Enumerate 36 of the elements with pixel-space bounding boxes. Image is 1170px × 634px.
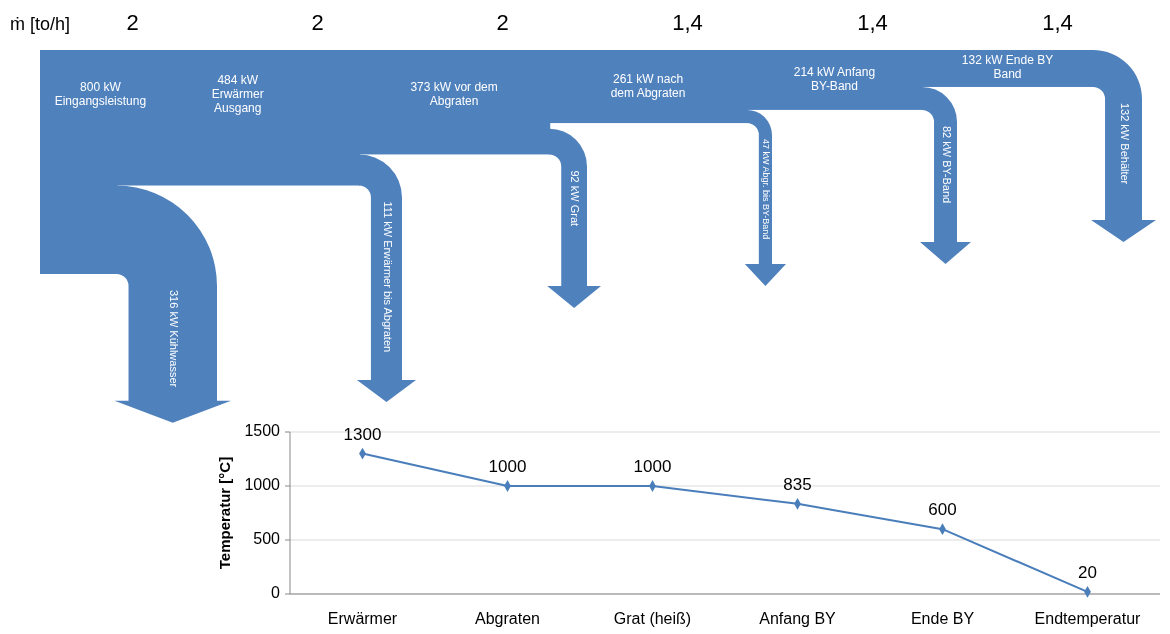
data-label: 1000 <box>633 457 672 476</box>
x-tick-label: Grat (heiß) <box>613 610 692 627</box>
data-label: 1000 <box>488 457 527 476</box>
y-tick-label: 1000 <box>244 476 281 494</box>
category-label: 2 <box>496 10 509 35</box>
y-axis-title: Temperatur [°C] <box>216 456 233 570</box>
data-label: 92 kW Grat <box>569 170 582 227</box>
x-tick-label: Abgraten <box>475 610 540 627</box>
data-label: 214 kW Anfang BY-Band <box>793 65 876 94</box>
data-label: 373 kW vor dem Abgraten <box>410 80 498 109</box>
x-tick-label: Erwärmer <box>327 610 398 627</box>
data-label: 47 kW Abgr. bis BY-Band <box>761 139 772 240</box>
category-label: 1,4 <box>857 10 888 35</box>
x-tick-label: Anfang BY <box>759 610 837 627</box>
data-label: 1300 <box>343 424 382 444</box>
category-label: 1,4 <box>672 10 703 35</box>
category-label: 1,4 <box>1042 10 1073 35</box>
data-label: 132 kW Ende BY Band <box>961 53 1054 82</box>
data-label: 132 kW Behälter <box>1118 102 1131 185</box>
category-label: 2 <box>126 10 139 35</box>
data-label: 800 kW Eingangsleistung <box>54 80 147 109</box>
data-label: 20 <box>1078 562 1097 582</box>
y-tick-label: 500 <box>253 530 281 548</box>
data-label: 484 kW Erwärmer Ausgang <box>211 73 264 116</box>
data-label: 600 <box>928 500 957 520</box>
category-label: 2 <box>311 10 324 35</box>
text: ṁ [to/h] <box>10 14 71 34</box>
y-tick-label: 1500 <box>244 422 281 440</box>
data-label: 835 <box>783 474 812 494</box>
x-tick-label: Ende BY <box>910 610 975 627</box>
data-label: 261 kW nach dem Abgraten <box>610 71 686 100</box>
x-tick-label: Endtemperatur <box>1034 610 1142 627</box>
data-label: 316 kW Kühlwasser <box>167 290 180 388</box>
y-tick-label: 0 <box>271 584 281 602</box>
data-label: 82 kW BY-Band <box>940 125 953 204</box>
data-label: 111 kW Erwärmer bis Abgraten <box>381 201 394 353</box>
